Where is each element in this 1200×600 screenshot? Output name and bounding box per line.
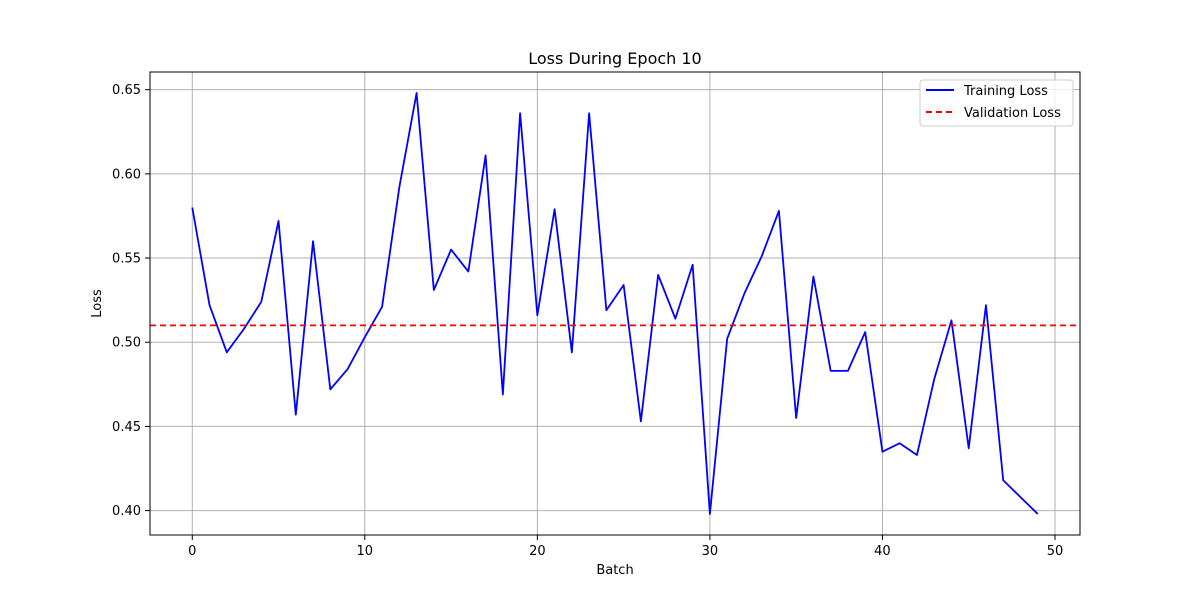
training-loss-line: [191, 92, 1039, 515]
grid: [150, 72, 1080, 535]
ticks: 0 10 20 30 40 50 0.40 0.45 0.50 0.55 0.60 0.65: [112, 83, 1063, 559]
y-tick-label: 0.60: [112, 167, 141, 182]
y-tick-label: 0.50: [112, 336, 141, 351]
y-tick-label: 0.65: [112, 83, 141, 98]
x-tick-label: 10: [357, 544, 374, 559]
x-axis-label: Batch: [596, 563, 633, 578]
x-tick-label: 20: [529, 544, 546, 559]
legend-label-validation: Validation Loss: [964, 106, 1061, 121]
legend: Training Loss Validation Loss: [919, 79, 1074, 127]
y-tick-label: 0.55: [112, 252, 141, 267]
legend-box: [919, 79, 1074, 127]
series-layer: [150, 92, 1080, 515]
y-axis-label: Loss: [90, 289, 105, 318]
x-tick-label: 40: [874, 544, 891, 559]
plot-frame: [149, 71, 1081, 536]
chart-title: Loss During Epoch 10: [528, 49, 701, 68]
y-tick-label: 0.45: [112, 420, 141, 435]
x-tick-label: 30: [702, 544, 719, 559]
y-tick-label: 0.40: [112, 504, 141, 519]
x-tick-label: 50: [1047, 544, 1064, 559]
x-tick-label: 0: [188, 544, 196, 559]
legend-label-training: Training Loss: [963, 84, 1048, 99]
